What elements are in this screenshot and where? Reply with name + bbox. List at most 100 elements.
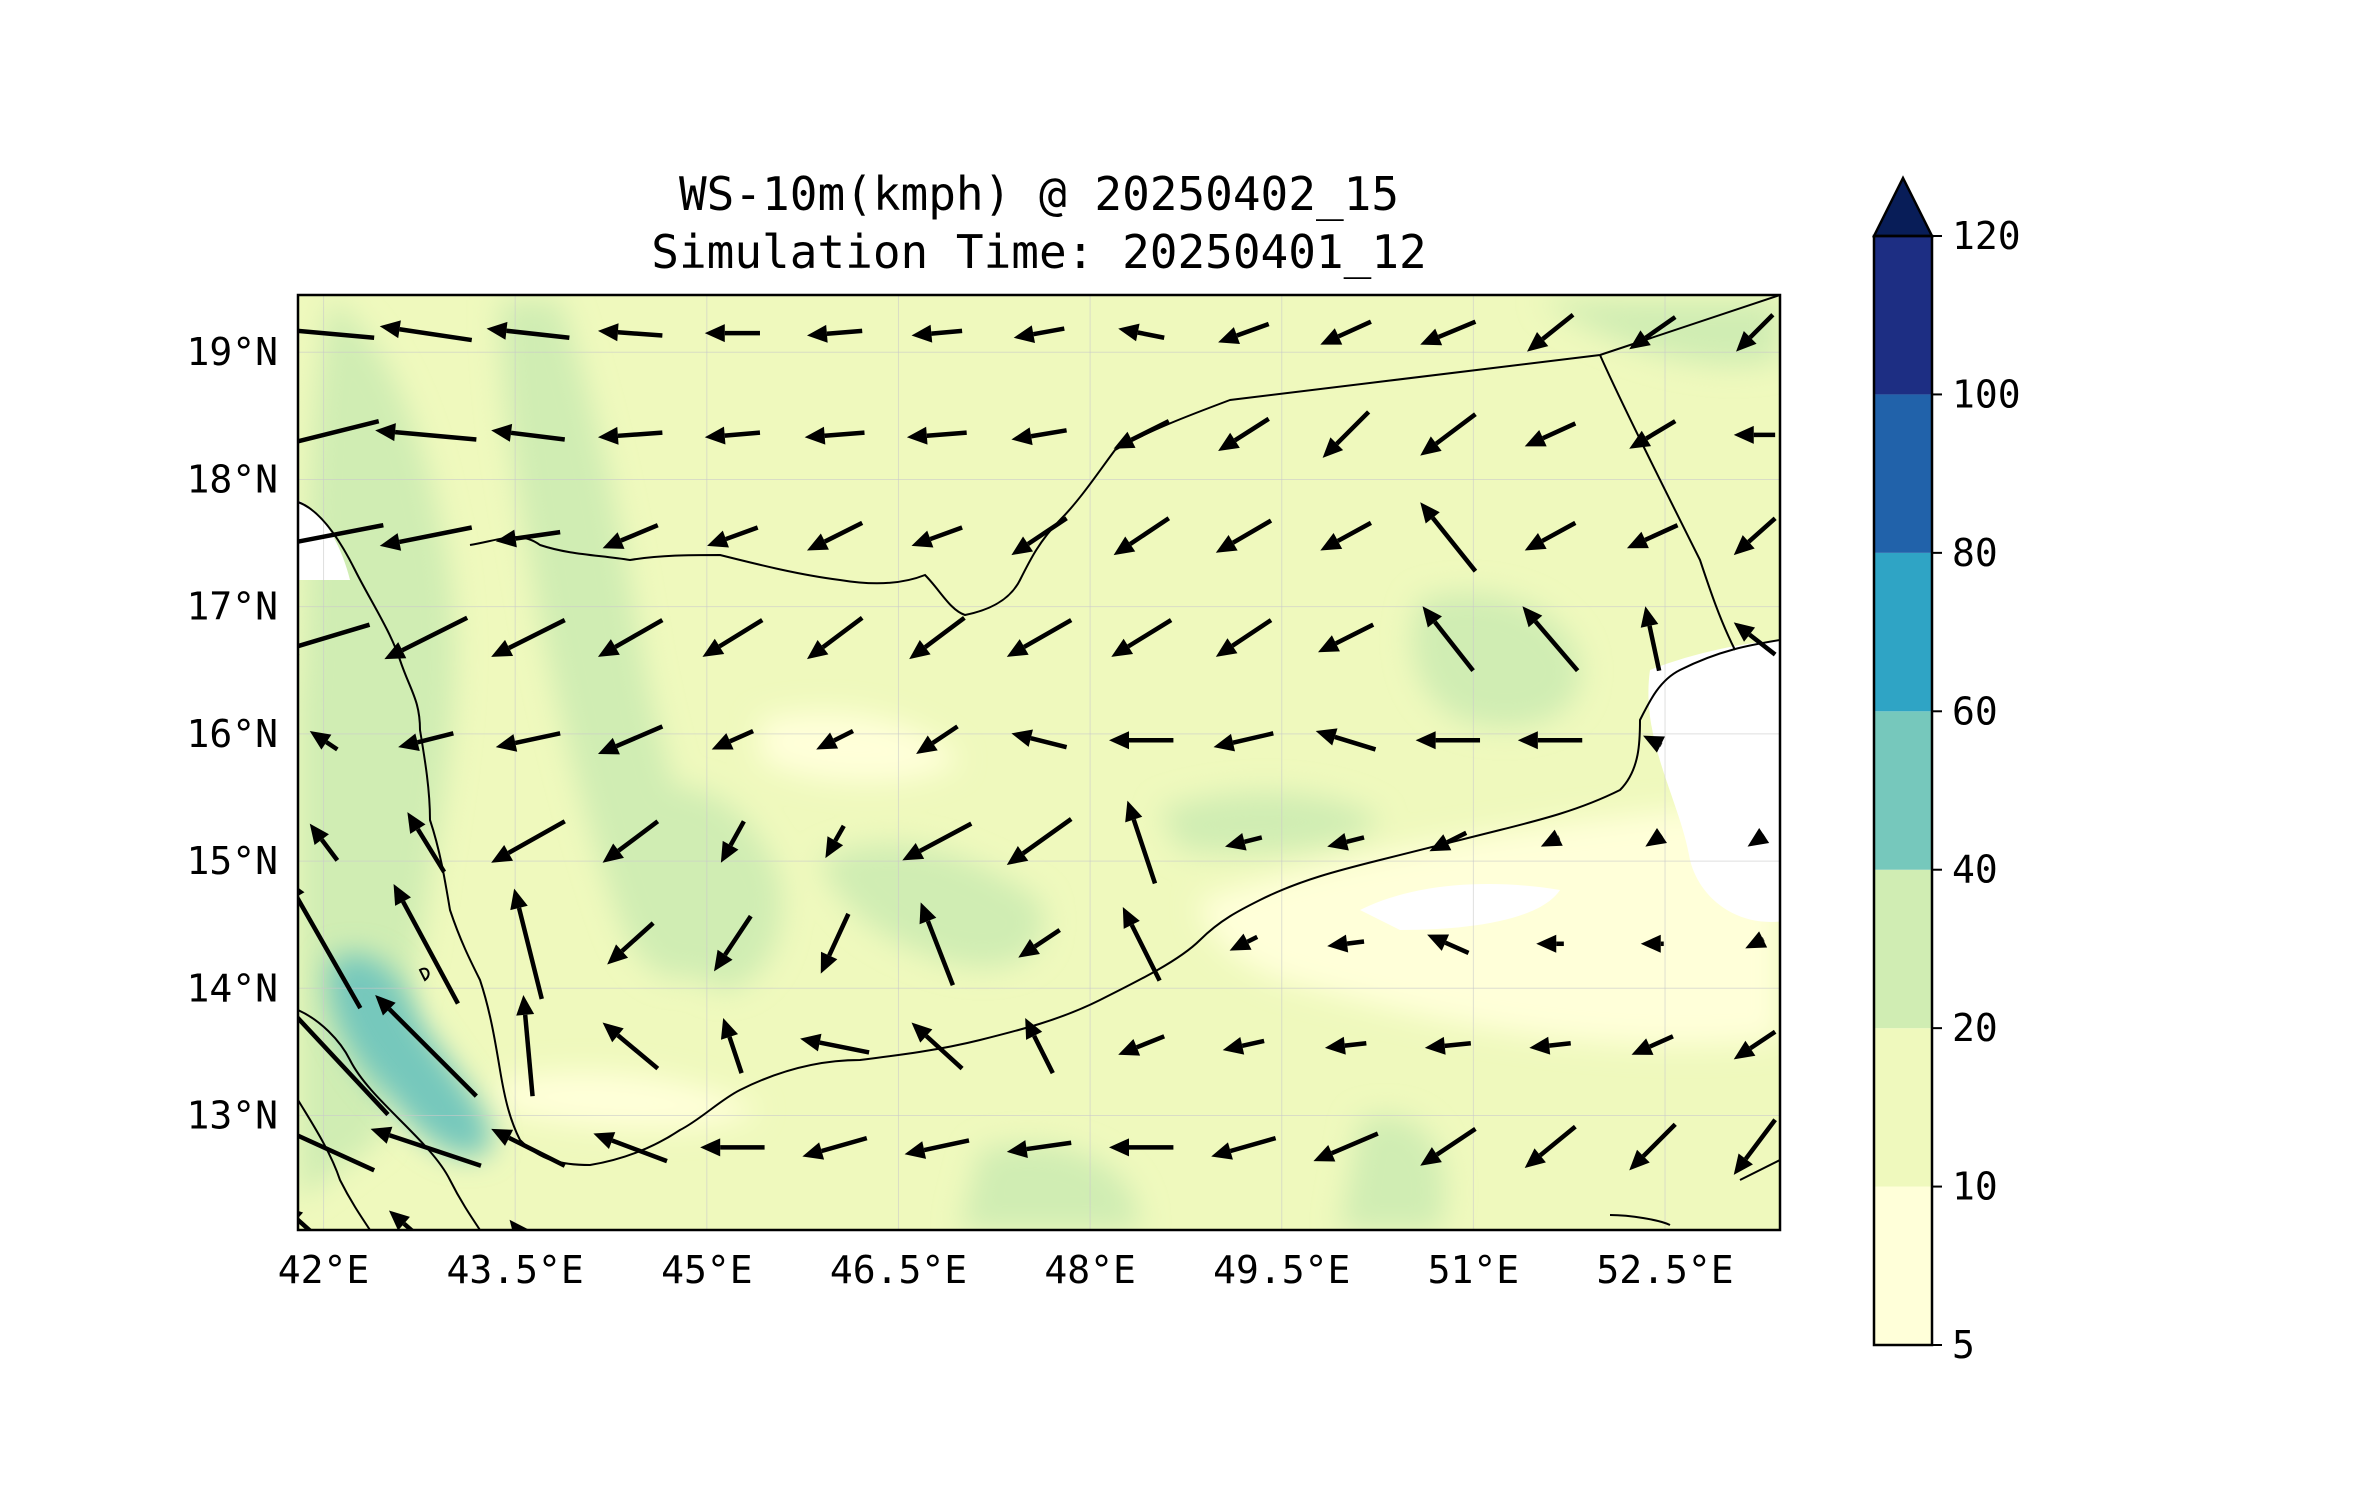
wind-arrow <box>495 529 561 548</box>
wind-arrow <box>1011 729 1068 750</box>
wind-arrow <box>1011 427 1067 446</box>
wind-arrow <box>1422 606 1475 673</box>
colorbar-frame <box>1872 234 1934 1347</box>
lat-tick-label: 13°N <box>186 1094 278 1138</box>
wind-arrow <box>1420 412 1477 456</box>
wind-arrow <box>804 426 865 445</box>
wind-arrow <box>1522 606 1580 673</box>
wind-arrow <box>1745 931 1768 949</box>
wind-arrow <box>1536 934 1564 953</box>
wind-arrow <box>298 328 375 341</box>
wind-arrow <box>919 902 955 986</box>
map-subtitle: Simulation Time: 20250401_12 <box>651 225 1426 279</box>
wind-arrow <box>1629 1122 1677 1171</box>
colorbar-swatch <box>1874 394 1932 553</box>
wind-arrow <box>1540 829 1563 847</box>
wind-arrow <box>298 887 363 1010</box>
wind-arrow <box>309 823 340 862</box>
wind-arrow <box>1733 425 1776 444</box>
wind-arrow <box>1733 1029 1777 1060</box>
wind-arrow <box>1109 731 1174 750</box>
colorbar-tick-label: 120 <box>1952 214 2021 258</box>
wind-arrow <box>602 523 659 549</box>
wind-arrow <box>1215 518 1273 553</box>
wind-arrow <box>825 824 846 859</box>
wind-arrow <box>1736 313 1775 352</box>
wind-arrow <box>1429 830 1468 852</box>
wind-arrow <box>700 1138 765 1157</box>
wind-arrow <box>1524 421 1577 447</box>
wind-arrow <box>1645 828 1667 847</box>
wind-arrow <box>370 1126 482 1168</box>
high-wind-zone <box>328 953 492 1157</box>
coastlines <box>298 501 1780 1230</box>
wind-arrow <box>597 618 664 657</box>
wind-arrow <box>1213 731 1274 752</box>
wind-arrow <box>516 994 535 1097</box>
wind-arrow <box>702 618 764 657</box>
lat-tick-label: 17°N <box>186 585 278 629</box>
wind-arrow <box>593 1132 668 1164</box>
wind-arrow <box>1118 1034 1166 1056</box>
wind-arrow <box>486 321 570 340</box>
wind-arrow <box>1215 618 1273 657</box>
wind-arrow <box>1011 516 1068 556</box>
wind-arrow <box>1420 1127 1477 1166</box>
wind-arrow <box>309 731 339 752</box>
no-data-patch <box>1648 640 1780 922</box>
wind-arrow <box>375 423 477 442</box>
colorbar-swatch <box>1874 236 1932 395</box>
wind-arrow <box>1322 410 1371 458</box>
wind-arrow <box>1529 1036 1571 1055</box>
wind-arrow <box>711 728 754 750</box>
map-frame <box>296 293 1782 1232</box>
colorbar-extend-arrow <box>1871 175 1935 238</box>
gridlines <box>298 295 1780 1230</box>
colorbar-tick-label: 100 <box>1952 372 2021 416</box>
wind-arrow <box>1420 319 1477 346</box>
wind-arrow <box>491 423 566 442</box>
wind-arrow <box>298 1014 390 1117</box>
wind-arrow <box>911 324 963 343</box>
wind-arrow <box>1643 735 1665 753</box>
wind-arrow <box>298 418 380 444</box>
wind-arrow <box>393 883 460 1005</box>
lat-tick-label: 15°N <box>186 839 278 883</box>
wind-arrow <box>720 820 746 863</box>
wind-arrow <box>802 1135 868 1160</box>
wind-arrow <box>1111 618 1173 657</box>
wind-arrow <box>1629 315 1677 350</box>
wind-arrow <box>806 520 864 551</box>
colorbar-swatch <box>1874 1028 1932 1187</box>
latitude-axis: 19°N 18°N 17°N 16°N 15°N 14°N 13°N <box>186 330 278 1137</box>
wind-arrow <box>298 522 384 544</box>
wind-arrow <box>713 914 753 972</box>
wind-arrow <box>1415 731 1481 750</box>
wind-arrow <box>1225 833 1263 851</box>
wind-arrow <box>1315 728 1377 752</box>
wind-arrow <box>1118 323 1165 342</box>
wind-arrow <box>607 921 655 965</box>
wind-arrow <box>1318 622 1375 653</box>
wind-arrow <box>1420 502 1478 573</box>
wind-arrow <box>509 1219 530 1230</box>
wind-arrow <box>510 888 544 1000</box>
wind-arrow <box>398 731 454 752</box>
wind-arrow <box>720 1017 744 1074</box>
map-title: WS-10m(kmph) @ 20250402_15 <box>679 167 1399 221</box>
lat-tick-label: 16°N <box>186 712 278 756</box>
wind-arrow <box>1222 1037 1265 1055</box>
wind-arrow <box>1626 523 1679 549</box>
wind-arrow <box>1006 618 1073 657</box>
wind-arrow <box>1025 1017 1055 1075</box>
wind-arrow <box>1733 1118 1777 1175</box>
map-panel <box>298 295 1780 1230</box>
wind-arrow <box>906 426 967 445</box>
wind-arrow <box>1631 1034 1674 1055</box>
wind-arrow <box>909 615 966 660</box>
wind-arrow <box>1524 520 1577 551</box>
lon-tick-label: 51°E <box>1428 1248 1520 1292</box>
colorbar-tick-label: 20 <box>1952 1006 1998 1050</box>
wind-arrow <box>388 1210 415 1230</box>
wind-arrow <box>1320 520 1372 551</box>
